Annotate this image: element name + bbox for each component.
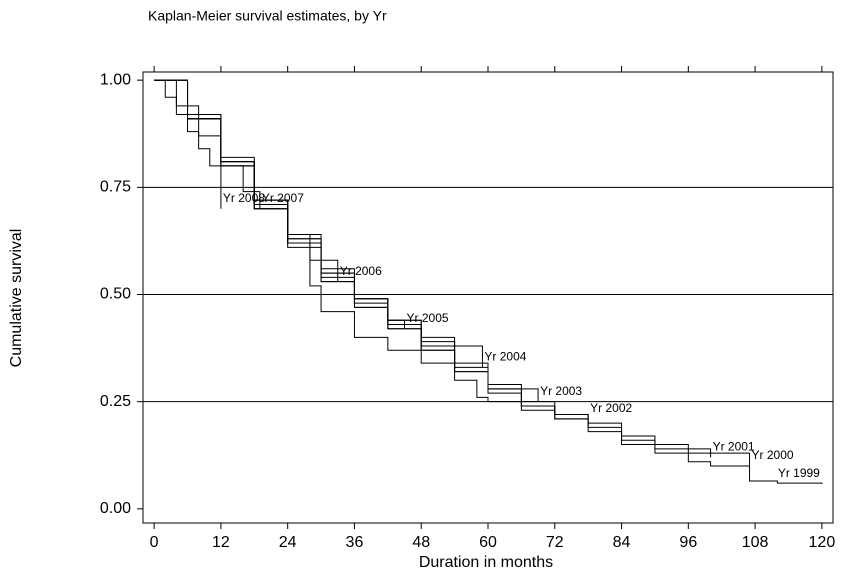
series-label: Yr 2001 — [713, 440, 755, 454]
x-tick-label: 84 — [613, 534, 631, 551]
series-label: Yr 2008 — [223, 191, 265, 205]
chart-title: Kaplan-Meier survival estimates, by Yr — [148, 8, 387, 24]
series-label: Yr 2007 — [262, 191, 304, 205]
series-label: Yr 1999 — [778, 466, 820, 480]
x-tick-label: 12 — [212, 534, 230, 551]
y-tick-label: 0.25 — [100, 393, 131, 410]
series-label: Yr 2002 — [590, 401, 632, 415]
x-tick-label: 24 — [279, 534, 297, 551]
y-tick-label: 0.75 — [100, 179, 131, 196]
x-tick-label: 48 — [412, 534, 430, 551]
x-tick-label: 108 — [742, 534, 769, 551]
x-tick-label: 72 — [546, 534, 564, 551]
x-tick-label: 36 — [346, 534, 364, 551]
series-label: Yr 2003 — [540, 384, 582, 398]
series-label: Yr 2005 — [407, 311, 449, 325]
survival-line — [154, 79, 823, 484]
survival-line — [154, 79, 222, 209]
x-axis-title: Duration in months — [419, 554, 553, 571]
y-tick-label: 1.00 — [100, 71, 131, 88]
series-label: Yr 2004 — [484, 350, 526, 364]
y-tick-label: 0.00 — [100, 500, 131, 517]
x-tick-label: 60 — [479, 534, 497, 551]
y-tick-label: 0.50 — [100, 286, 131, 303]
y-axis-title: Cumulative survival — [8, 229, 25, 368]
series-label: Yr 2006 — [340, 264, 382, 278]
x-tick-label: 0 — [150, 534, 159, 551]
x-tick-label: 96 — [679, 534, 697, 551]
x-tick-label: 120 — [809, 534, 836, 551]
series-label: Yr 2000 — [752, 448, 794, 462]
